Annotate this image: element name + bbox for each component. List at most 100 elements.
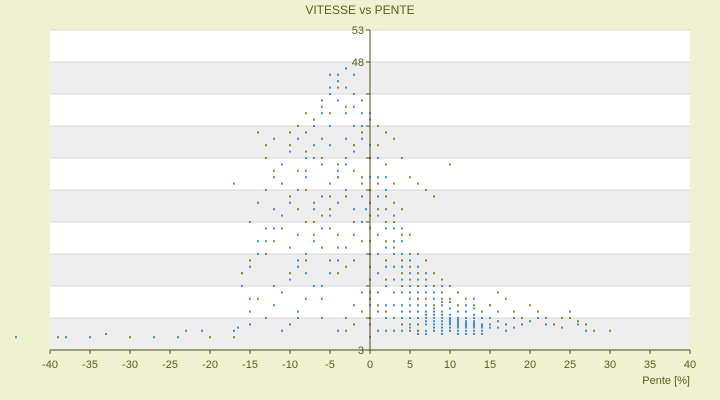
y-tick-label: 48	[352, 57, 364, 69]
data-point	[377, 291, 379, 294]
data-point	[537, 317, 539, 319]
data-point	[433, 317, 435, 319]
data-point	[425, 313, 427, 316]
data-point	[305, 189, 307, 191]
x-tick-label: 0	[367, 359, 373, 371]
data-point	[385, 246, 387, 249]
x-tick-label: -5	[325, 359, 335, 371]
data-point	[337, 176, 339, 179]
data-point	[545, 323, 547, 326]
data-point	[265, 240, 267, 243]
data-point	[345, 189, 347, 191]
data-point	[377, 272, 379, 275]
data-point	[409, 265, 411, 268]
data-point	[449, 317, 451, 319]
data-point	[281, 214, 283, 217]
data-point	[329, 144, 331, 147]
data-point	[417, 310, 419, 313]
data-point	[57, 336, 59, 339]
data-point	[393, 265, 395, 268]
data-point	[577, 323, 579, 326]
y-tick-label: 3	[358, 345, 364, 357]
x-tick-label: 35	[644, 359, 656, 371]
data-point	[425, 304, 427, 307]
data-point	[305, 112, 307, 115]
data-point	[457, 326, 459, 329]
data-point	[377, 214, 379, 217]
data-point	[257, 201, 259, 204]
data-point	[105, 333, 107, 335]
x-tick-label: 10	[444, 359, 456, 371]
data-point	[393, 182, 395, 185]
data-point	[529, 304, 531, 307]
data-point	[353, 125, 355, 127]
data-point	[385, 265, 387, 268]
data-point	[409, 272, 411, 275]
data-point	[361, 182, 363, 185]
data-point	[473, 317, 475, 319]
data-point	[265, 189, 267, 191]
data-point	[433, 195, 435, 198]
data-point	[361, 310, 363, 313]
data-point	[497, 320, 499, 323]
data-point	[473, 323, 475, 326]
data-point	[345, 163, 347, 166]
data-point	[249, 297, 251, 300]
data-point	[425, 323, 427, 326]
data-point	[569, 317, 571, 319]
data-point	[385, 285, 387, 287]
data-point	[313, 233, 315, 236]
data-point	[441, 278, 443, 281]
data-point	[329, 259, 331, 262]
data-point	[313, 240, 315, 243]
data-point	[385, 317, 387, 319]
data-point	[569, 310, 571, 313]
data-point	[409, 259, 411, 262]
data-point	[561, 326, 563, 329]
data-point	[337, 73, 339, 76]
data-point	[15, 336, 17, 339]
data-point	[361, 195, 363, 198]
data-point	[481, 333, 483, 335]
data-point	[457, 318, 459, 321]
data-point	[425, 310, 427, 313]
data-point	[393, 246, 395, 249]
data-point	[393, 278, 395, 281]
data-point	[441, 333, 443, 335]
data-point	[465, 333, 467, 335]
data-point	[385, 304, 387, 307]
data-point	[377, 176, 379, 179]
data-point	[273, 285, 275, 287]
data-point	[449, 318, 451, 321]
data-point	[417, 265, 419, 268]
data-point	[401, 304, 403, 307]
data-point	[273, 304, 275, 307]
data-point	[377, 304, 379, 307]
x-tick-label: 25	[564, 359, 576, 371]
data-point	[433, 313, 435, 316]
data-point	[417, 291, 419, 294]
data-point	[393, 329, 395, 332]
data-point	[249, 221, 251, 223]
data-point	[401, 291, 403, 294]
data-point	[401, 259, 403, 262]
data-point	[473, 322, 475, 325]
data-point	[337, 246, 339, 249]
data-point	[297, 208, 299, 211]
data-point	[473, 324, 475, 327]
data-point	[249, 323, 251, 326]
x-tick-label: 20	[524, 359, 536, 371]
data-point	[365, 208, 367, 211]
data-point	[345, 195, 347, 198]
data-point	[457, 310, 459, 313]
data-point	[393, 240, 395, 243]
data-point	[433, 310, 435, 313]
data-point	[409, 285, 411, 287]
data-point	[401, 317, 403, 319]
data-point	[401, 208, 403, 211]
data-point	[449, 313, 451, 316]
data-point	[233, 329, 235, 332]
data-point	[289, 131, 291, 134]
data-point	[289, 323, 291, 326]
